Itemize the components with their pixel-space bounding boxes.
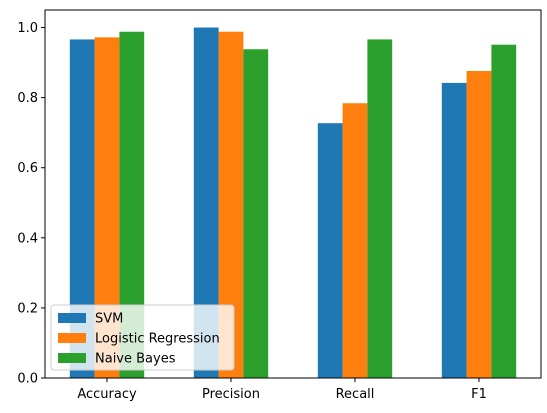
legend-label-naive-bayes: Naive Bayes	[95, 352, 176, 367]
legend-swatch-svm	[58, 313, 86, 323]
x-tick-label-f1: F1	[471, 387, 487, 402]
legend-label-logistic-regression: Logistic Regression	[95, 332, 220, 347]
x-tick-label-precision: Precision	[202, 387, 260, 402]
x-tick-label-accuracy: Accuracy	[77, 387, 137, 402]
legend-swatch-naive-bayes	[58, 353, 86, 363]
legend: SVM Logistic Regression Naive Bayes	[51, 305, 234, 370]
x-tick-label-recall: Recall	[336, 387, 375, 402]
bar-f1-naive-bayes	[491, 45, 516, 378]
bar-recall-logistic-regression	[343, 103, 368, 378]
y-tick-label: 0.6	[17, 161, 38, 176]
y-tick-label: 0.4	[17, 231, 38, 246]
bar-f1-logistic-regression	[467, 71, 492, 378]
bar-precision-naive-bayes	[243, 49, 268, 378]
bar-recall-svm	[318, 123, 343, 378]
y-tick-label: 1.0	[17, 21, 38, 36]
y-tick-label: 0.0	[17, 372, 38, 387]
bar-f1-svm	[442, 83, 467, 378]
bar-recall-naive-bayes	[367, 39, 392, 378]
legend-swatch-logistic-regression	[58, 333, 86, 343]
y-tick-label: 0.8	[17, 91, 38, 106]
legend-label-svm: SVM	[95, 312, 123, 327]
y-tick-label: 0.2	[17, 301, 38, 316]
